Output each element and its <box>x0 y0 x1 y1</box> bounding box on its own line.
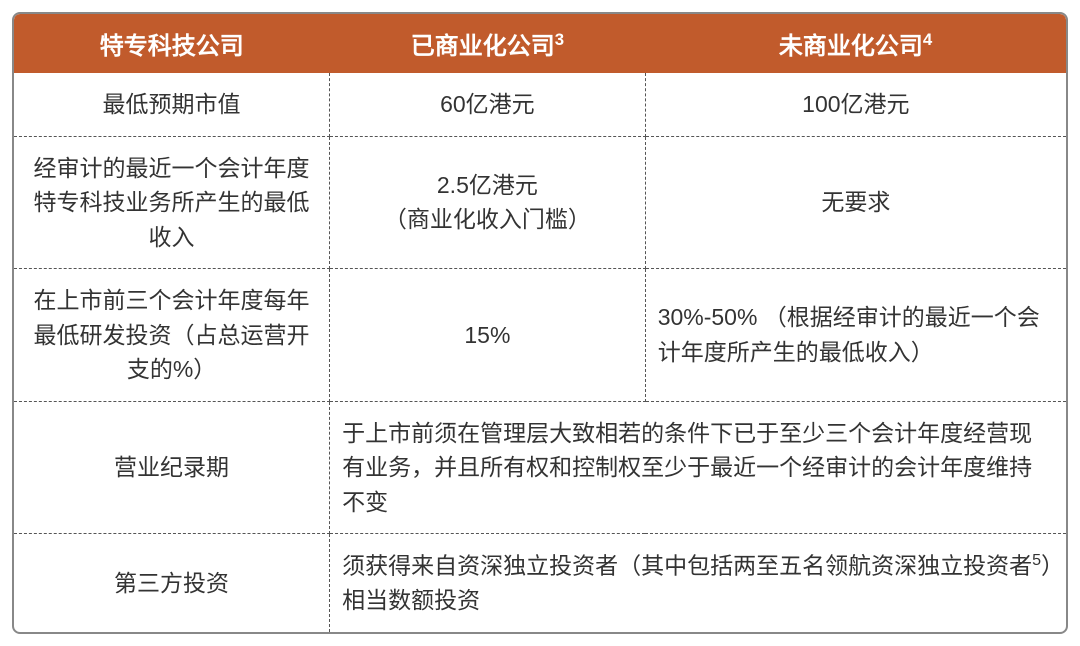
cell-commercialized: 60亿港元 <box>330 73 646 136</box>
table-row: 第三方投资 须获得来自资深独立投资者（其中包括两至五名领航资深独立投资者5）相当… <box>14 534 1066 632</box>
header-label: 未商业化公司 <box>779 33 923 60</box>
header-col-2: 已商业化公司3 <box>330 14 646 73</box>
cell-commercialized: 2.5亿港元 （商业化收入门槛） <box>330 136 646 269</box>
table-header-row: 特专科技公司 已商业化公司3 未商业化公司4 <box>14 14 1066 73</box>
row-label: 在上市前三个会计年度每年最低研发投资（占总运营开支的%） <box>14 269 330 402</box>
table-row: 最低预期市值 60亿港元 100亿港元 <box>14 73 1066 136</box>
listing-requirements-table: 特专科技公司 已商业化公司3 未商业化公司4 最低预期市值 60亿港元 100亿… <box>14 14 1066 632</box>
row-label: 经审计的最近一个会计年度特专科技业务所产生的最低收入 <box>14 136 330 269</box>
row-label: 营业纪录期 <box>14 401 330 534</box>
listing-requirements-table-container: 特专科技公司 已商业化公司3 未商业化公司4 最低预期市值 60亿港元 100亿… <box>12 12 1068 634</box>
header-sup: 4 <box>923 30 932 49</box>
table-row: 经审计的最近一个会计年度特专科技业务所产生的最低收入 2.5亿港元 （商业化收入… <box>14 136 1066 269</box>
header-col-1: 特专科技公司 <box>14 14 330 73</box>
cell-precommercial: 30%-50% （根据经审计的最近一个会计年度所产生的最低收入） <box>645 269 1066 402</box>
cell-precommercial: 无要求 <box>645 136 1066 269</box>
header-label: 特专科技公司 <box>100 33 244 60</box>
cell-merged-sup: 5 <box>1032 551 1041 569</box>
cell-merged: 须获得来自资深独立投资者（其中包括两至五名领航资深独立投资者5）相当数额投资 <box>330 534 1066 632</box>
cell-merged: 于上市前须在管理层大致相若的条件下已于至少三个会计年度经营现有业务，并且所有权和… <box>330 401 1066 534</box>
header-sup: 3 <box>555 30 564 49</box>
cell-commercialized: 15% <box>330 269 646 402</box>
cell-merged-pre: 须获得来自资深独立投资者（其中包括两至五名领航资深独立投资者 <box>342 553 1032 579</box>
header-col-3: 未商业化公司4 <box>645 14 1066 73</box>
cell-precommercial: 100亿港元 <box>645 73 1066 136</box>
row-label: 第三方投资 <box>14 534 330 632</box>
table-body: 最低预期市值 60亿港元 100亿港元 经审计的最近一个会计年度特专科技业务所产… <box>14 73 1066 632</box>
table-row: 营业纪录期 于上市前须在管理层大致相若的条件下已于至少三个会计年度经营现有业务，… <box>14 401 1066 534</box>
table-row: 在上市前三个会计年度每年最低研发投资（占总运营开支的%） 15% 30%-50%… <box>14 269 1066 402</box>
header-label: 已商业化公司 <box>411 33 555 60</box>
row-label: 最低预期市值 <box>14 73 330 136</box>
